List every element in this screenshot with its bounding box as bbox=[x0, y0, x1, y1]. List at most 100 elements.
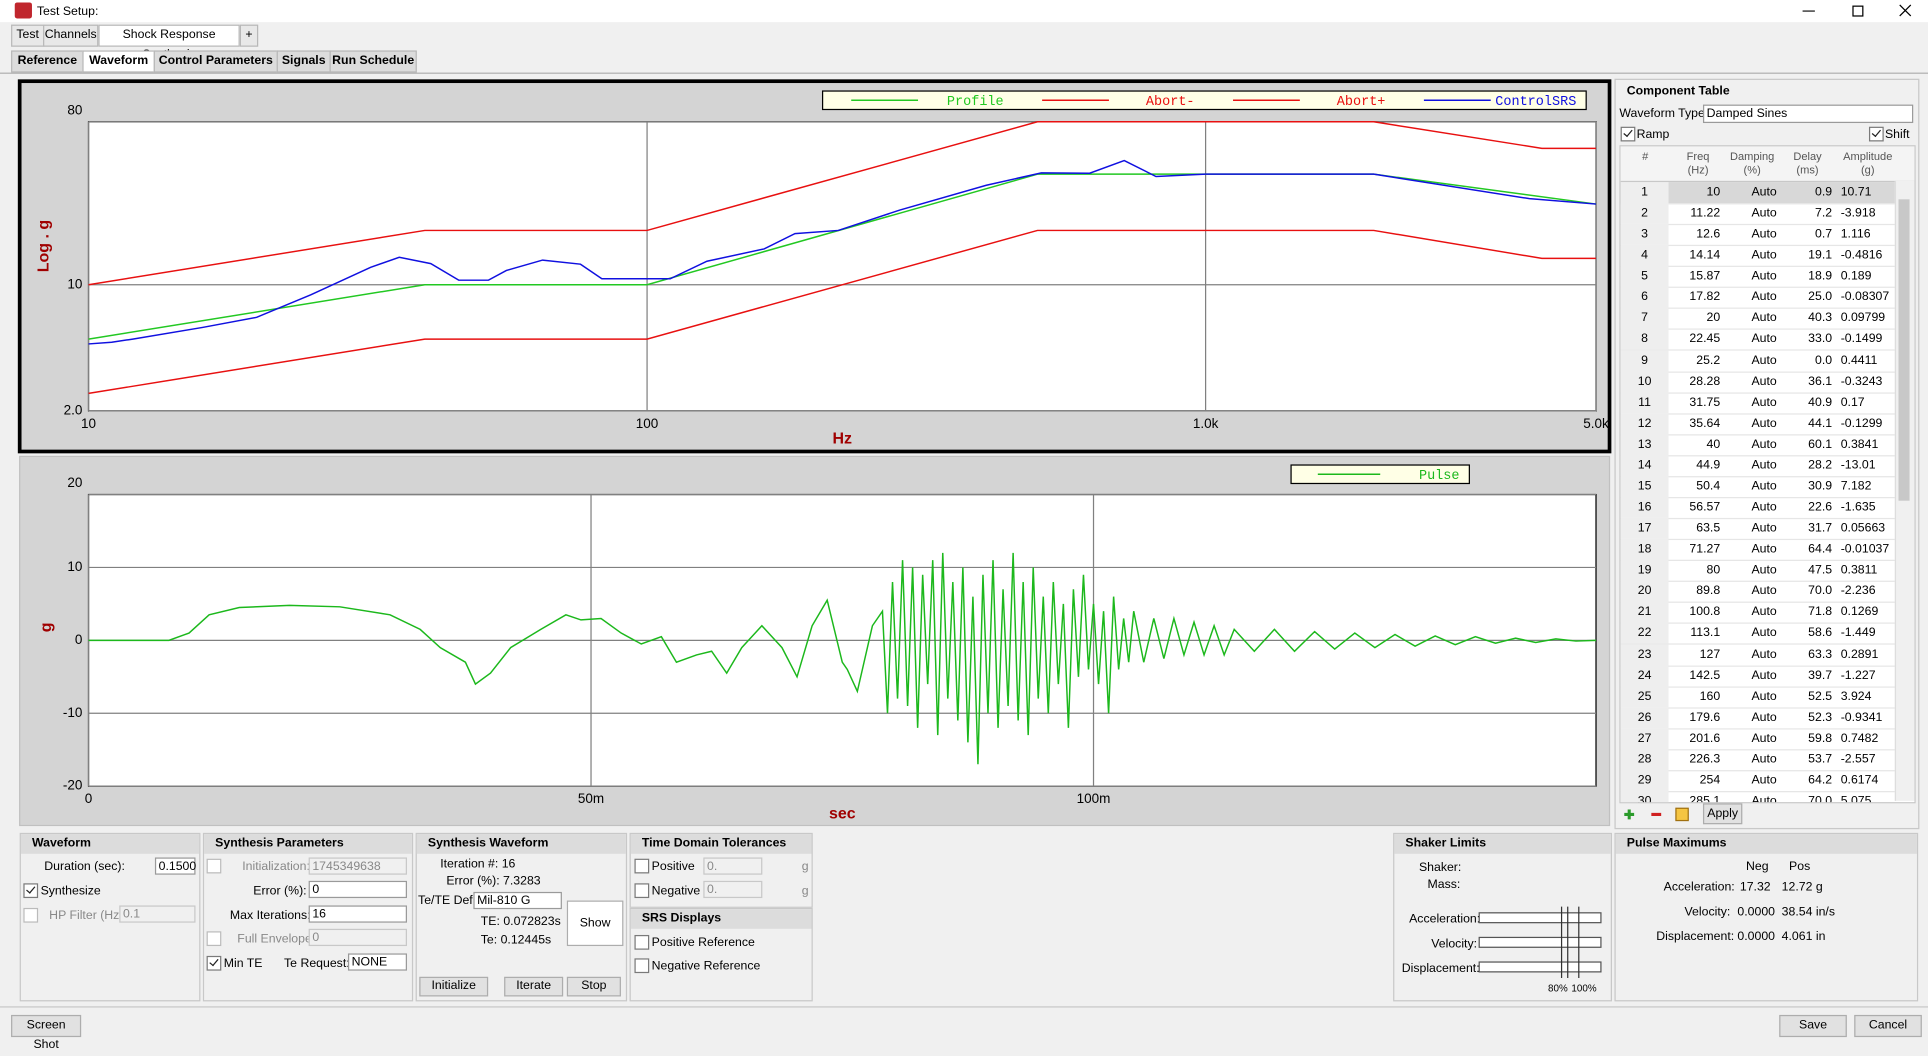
show-button[interactable]: Show bbox=[566, 900, 624, 947]
max-iterations-input[interactable]: 16 bbox=[308, 905, 407, 923]
table-row[interactable]: 11 31.75 Auto 40.9 0.17 bbox=[1620, 392, 1897, 415]
table-row[interactable]: 2 11.22 Auto 7.2 -3.918 bbox=[1620, 203, 1897, 226]
iterate-button[interactable]: Iterate bbox=[504, 976, 564, 997]
tab-add[interactable]: + bbox=[239, 24, 259, 47]
table-row[interactable]: 5 15.87 Auto 18.9 0.189 bbox=[1620, 266, 1897, 289]
column-header: Damping (%) bbox=[1730, 150, 1775, 176]
ramp-checkbox[interactable] bbox=[1620, 126, 1636, 142]
edit-rows[interactable] bbox=[1675, 807, 1689, 822]
table-row[interactable]: 28 226.3 Auto 53.7 -2.557 bbox=[1620, 749, 1897, 772]
maximize[interactable] bbox=[1852, 5, 1864, 17]
min-te-checkbox[interactable] bbox=[206, 955, 222, 971]
table-row[interactable]: 8 22.45 Auto 33.0 -0.1499 bbox=[1620, 329, 1897, 352]
unit: g bbox=[801, 859, 809, 874]
y-tick-label: 80 bbox=[67, 102, 82, 117]
x-tick-label: 10 bbox=[81, 416, 96, 431]
hp-filter-input[interactable]: 0.1 bbox=[119, 905, 196, 923]
initialization-input[interactable]: 1745349638 bbox=[308, 857, 407, 875]
table-row[interactable]: 25 160 Auto 52.5 3.924 bbox=[1620, 686, 1897, 709]
table-cell: 0.4411 bbox=[1840, 353, 1878, 368]
table-cell: Auto bbox=[1751, 626, 1777, 641]
table-row[interactable]: 18 71.27 Auto 64.4 -0.01037 bbox=[1620, 539, 1897, 562]
table-row[interactable]: 19 80 Auto 47.5 0.3811 bbox=[1620, 560, 1897, 583]
synthesize-checkbox[interactable] bbox=[23, 883, 39, 899]
init-checkbox[interactable] bbox=[206, 858, 222, 874]
table-row[interactable]: 1 10 Auto 0.9 10.71 bbox=[1620, 182, 1897, 205]
table-cell: 18 bbox=[1620, 539, 1669, 560]
positive-checkbox[interactable] bbox=[634, 858, 650, 874]
subtab[interactable]: Run Schedule bbox=[329, 50, 417, 73]
table-row[interactable]: 15 50.4 Auto 30.9 7.182 bbox=[1620, 476, 1897, 499]
apply-button[interactable]: Apply bbox=[1702, 803, 1743, 825]
table-row[interactable]: 14 44.9 Auto 28.2 -13.01 bbox=[1620, 455, 1897, 478]
hp-filter-checkbox[interactable] bbox=[23, 907, 39, 923]
label: Te Request: bbox=[284, 957, 350, 971]
table-row[interactable]: 26 179.6 Auto 52.3 -0.9341 bbox=[1620, 707, 1897, 730]
table-row[interactable]: 7 20 Auto 40.3 0.09799 bbox=[1620, 308, 1897, 331]
table-row[interactable]: 29 254 Auto 64.2 0.6174 bbox=[1620, 770, 1897, 793]
table-row[interactable]: 22 113.1 Auto 58.6 -1.449 bbox=[1620, 623, 1897, 646]
table-row[interactable]: 21 100.8 Auto 71.8 0.1269 bbox=[1620, 602, 1897, 625]
tab[interactable]: Test bbox=[11, 24, 45, 47]
table-cell: 89.8 bbox=[1696, 584, 1721, 599]
x-tick-label: 100m bbox=[1077, 791, 1111, 806]
stop-button[interactable]: Stop bbox=[566, 976, 621, 997]
tab[interactable]: Channels bbox=[43, 24, 99, 47]
label: Te/TE Def: bbox=[418, 894, 477, 908]
waveform-type-select[interactable]: Damped Sines bbox=[1702, 104, 1914, 124]
negative-input[interactable]: 0. bbox=[703, 880, 763, 899]
window-controls[interactable] bbox=[1783, 0, 1928, 22]
table-cell: 0.0 bbox=[1814, 353, 1833, 368]
table-row[interactable]: 10 28.28 Auto 36.1 -0.3243 bbox=[1620, 371, 1897, 394]
screen-shot-button[interactable]: Screen Shot bbox=[11, 1014, 82, 1052]
status: Iteration #: 16 bbox=[440, 857, 516, 871]
initialize-button[interactable]: Initialize bbox=[419, 976, 489, 997]
table-row[interactable]: 4 14.14 Auto 19.1 -0.4816 bbox=[1620, 245, 1897, 268]
shift-checkbox[interactable] bbox=[1868, 126, 1884, 142]
te-def-select[interactable]: Mil-810 G bbox=[473, 891, 562, 910]
table-tools[interactable] bbox=[1619, 805, 1698, 825]
table-row[interactable]: 12 35.64 Auto 44.1 -0.1299 bbox=[1620, 413, 1897, 436]
full-envelope-checkbox[interactable] bbox=[206, 931, 222, 947]
subtab[interactable]: Control Parameters bbox=[153, 50, 278, 73]
table-cell: 40.9 bbox=[1808, 395, 1833, 410]
subtab[interactable]: Waveform bbox=[82, 50, 155, 73]
table-row[interactable]: 6 17.82 Auto 25.0 -0.08307 bbox=[1620, 287, 1897, 310]
table-cell: 44.9 bbox=[1696, 458, 1721, 473]
table-row[interactable]: 24 142.5 Auto 39.7 -1.227 bbox=[1620, 665, 1897, 688]
table-row[interactable]: 23 127 Auto 63.3 0.2891 bbox=[1620, 644, 1897, 667]
positive-input[interactable]: 0. bbox=[703, 857, 763, 875]
negative-checkbox[interactable] bbox=[634, 883, 650, 899]
table-row[interactable]: 3 12.6 Auto 0.7 1.116 bbox=[1620, 224, 1897, 247]
cancel-button[interactable]: Cancel bbox=[1854, 1014, 1922, 1038]
subtab[interactable]: Signals bbox=[276, 50, 331, 73]
scroll-thumb[interactable] bbox=[1898, 199, 1910, 501]
table-cell: 19 bbox=[1620, 560, 1669, 581]
table-cell: 63.3 bbox=[1808, 647, 1833, 662]
table-row[interactable]: 17 63.5 Auto 31.7 0.05663 bbox=[1620, 518, 1897, 541]
close[interactable] bbox=[1899, 4, 1912, 17]
table-cell: 28.28 bbox=[1689, 374, 1721, 389]
full-envelope-input[interactable]: 0 bbox=[308, 928, 407, 947]
duration-input[interactable]: 0.1500 bbox=[154, 857, 196, 875]
table-row[interactable]: 27 201.6 Auto 59.8 0.7482 bbox=[1620, 728, 1897, 751]
save-button[interactable]: Save bbox=[1779, 1014, 1847, 1038]
y-axis-label: Log . g bbox=[35, 220, 52, 272]
table-row[interactable]: 30 285.1 Auto 70.0 5.075 bbox=[1620, 791, 1896, 803]
subtab[interactable]: Reference bbox=[11, 50, 84, 73]
label: Duration (sec): bbox=[44, 859, 125, 874]
table-row[interactable]: 20 89.8 Auto 70.0 -2.236 bbox=[1620, 581, 1897, 604]
add-row[interactable] bbox=[1624, 809, 1635, 820]
error-input[interactable]: 0 bbox=[308, 880, 407, 899]
table-cell: Auto bbox=[1751, 710, 1777, 725]
column-header: Pos bbox=[1789, 859, 1811, 874]
table-row[interactable]: 16 56.57 Auto 22.6 -1.635 bbox=[1620, 497, 1897, 520]
table-cell: 0.9 bbox=[1814, 185, 1833, 200]
table-cell: Auto bbox=[1751, 752, 1777, 767]
positive-reference-checkbox[interactable] bbox=[634, 934, 650, 950]
x-axis-label: sec bbox=[829, 806, 856, 823]
table-row[interactable]: 13 40 Auto 60.1 0.3841 bbox=[1620, 434, 1897, 457]
te-request-input[interactable]: NONE bbox=[347, 953, 407, 971]
negative-reference-checkbox[interactable] bbox=[634, 958, 650, 974]
table-row[interactable]: 9 25.2 Auto 0.0 0.4411 bbox=[1620, 350, 1897, 373]
